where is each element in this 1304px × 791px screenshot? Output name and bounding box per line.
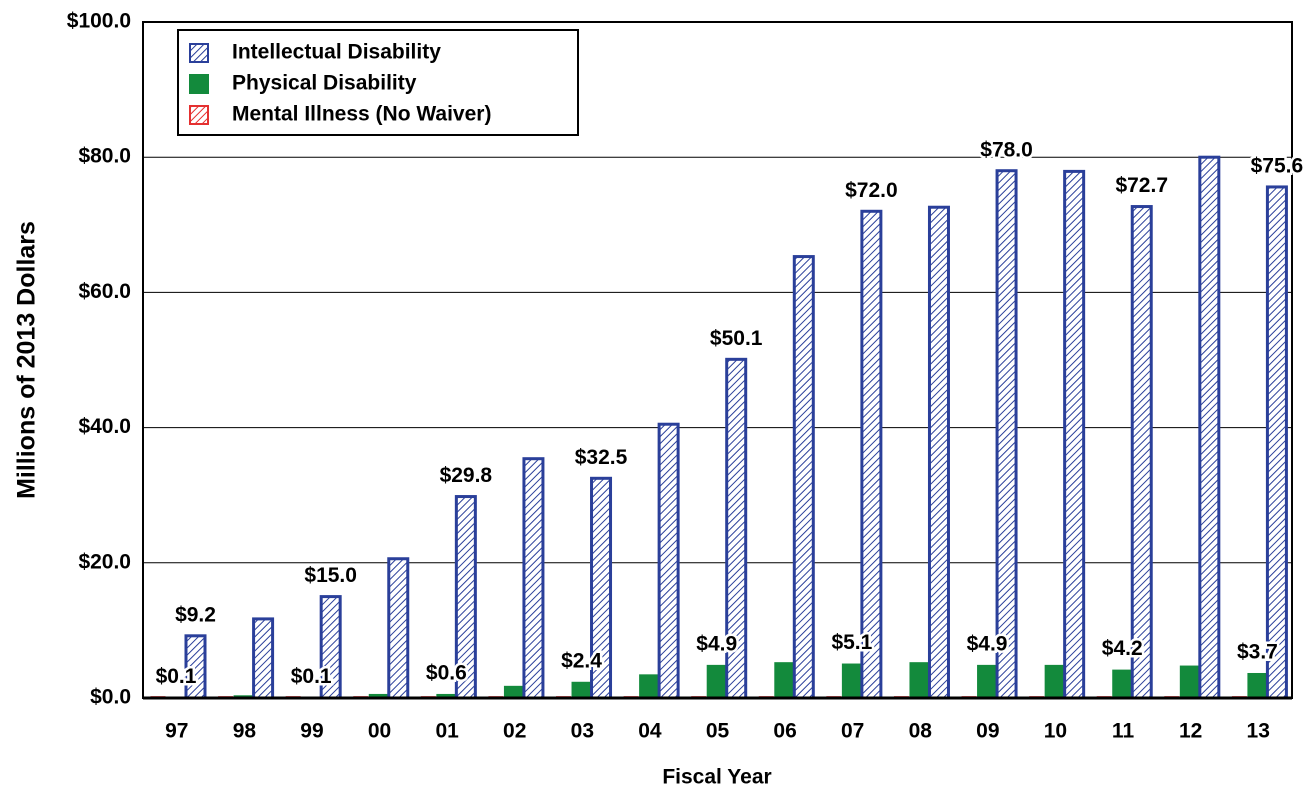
value-label: $9.2 [175, 603, 216, 626]
x-tick-label: 03 [571, 720, 594, 743]
x-tick-label: 10 [1044, 720, 1067, 743]
value-label: $29.8 [440, 464, 493, 487]
value-label: $3.7 [1237, 641, 1278, 664]
bar [252, 617, 275, 700]
value-label: $2.4 [561, 649, 602, 672]
value-label: $0.1 [291, 665, 332, 688]
bar [503, 685, 524, 698]
x-axis-title: Fiscal Year [662, 766, 771, 789]
value-label: $72.0 [845, 179, 898, 202]
x-tick-label: 04 [638, 720, 662, 743]
x-tick-label: 01 [435, 720, 459, 743]
y-tick-label: $20.0 [78, 550, 131, 573]
value-label: $5.1 [831, 631, 872, 654]
legend-label: Mental Illness (No Waiver) [232, 103, 491, 126]
bar [1247, 672, 1268, 698]
x-tick-label: 99 [300, 720, 323, 743]
bar [657, 422, 680, 700]
bar [927, 205, 950, 700]
value-label: $75.6 [1251, 154, 1304, 177]
value-label: $32.5 [575, 446, 628, 469]
bar [368, 693, 389, 698]
value-label: $72.7 [1115, 174, 1168, 197]
bar [639, 674, 660, 698]
x-tick-label: 97 [165, 720, 188, 743]
value-label: $0.1 [156, 665, 197, 688]
y-tick-label: $40.0 [78, 415, 131, 438]
bar [436, 693, 457, 698]
legend-label: Intellectual Disability [232, 41, 441, 64]
y-tick-label: $100.0 [67, 10, 131, 33]
bar [1179, 665, 1200, 698]
x-tick-label: 07 [841, 720, 864, 743]
value-label: $4.2 [1102, 637, 1143, 660]
x-tick-label: 12 [1179, 720, 1202, 743]
legend-swatch [189, 74, 209, 94]
bar [1265, 185, 1288, 700]
value-label: $78.0 [980, 138, 1033, 161]
bar [995, 169, 1018, 700]
y-axis-title: Millions of 2013 Dollars [13, 221, 41, 499]
x-tick-label: 09 [976, 720, 999, 743]
x-tick-label: 98 [233, 720, 257, 743]
value-label: $4.9 [967, 632, 1008, 655]
bar [841, 663, 862, 698]
bar [909, 662, 930, 698]
value-label: $0.6 [426, 661, 467, 684]
bar [522, 457, 545, 700]
legend-box [177, 29, 579, 136]
legend-label: Physical Disability [232, 72, 417, 95]
x-tick-label: 13 [1247, 720, 1270, 743]
bar [1044, 664, 1065, 698]
bar [977, 664, 998, 698]
value-label: $15.0 [304, 564, 357, 587]
bar [860, 209, 883, 700]
value-label: $4.9 [696, 632, 737, 655]
y-tick-label: $80.0 [78, 145, 131, 168]
x-tick-label: 05 [706, 720, 730, 743]
x-tick-label: 02 [503, 720, 526, 743]
bar [1112, 669, 1133, 698]
y-tick-label: $0.0 [90, 686, 131, 709]
bar [387, 557, 410, 700]
bar [1130, 205, 1153, 700]
bar [774, 662, 795, 698]
x-tick-label: 08 [909, 720, 933, 743]
bar [571, 681, 592, 698]
x-tick-label: 11 [1112, 720, 1135, 743]
bar [792, 255, 815, 700]
y-tick-label: $60.0 [78, 280, 131, 303]
x-tick-label: 06 [773, 720, 796, 743]
value-label: $50.1 [710, 327, 763, 350]
bar [1198, 155, 1221, 700]
legend-swatch [189, 105, 209, 125]
legend-swatch [189, 43, 209, 63]
x-tick-label: 00 [368, 720, 391, 743]
bar [706, 664, 727, 698]
bar [1063, 169, 1086, 700]
